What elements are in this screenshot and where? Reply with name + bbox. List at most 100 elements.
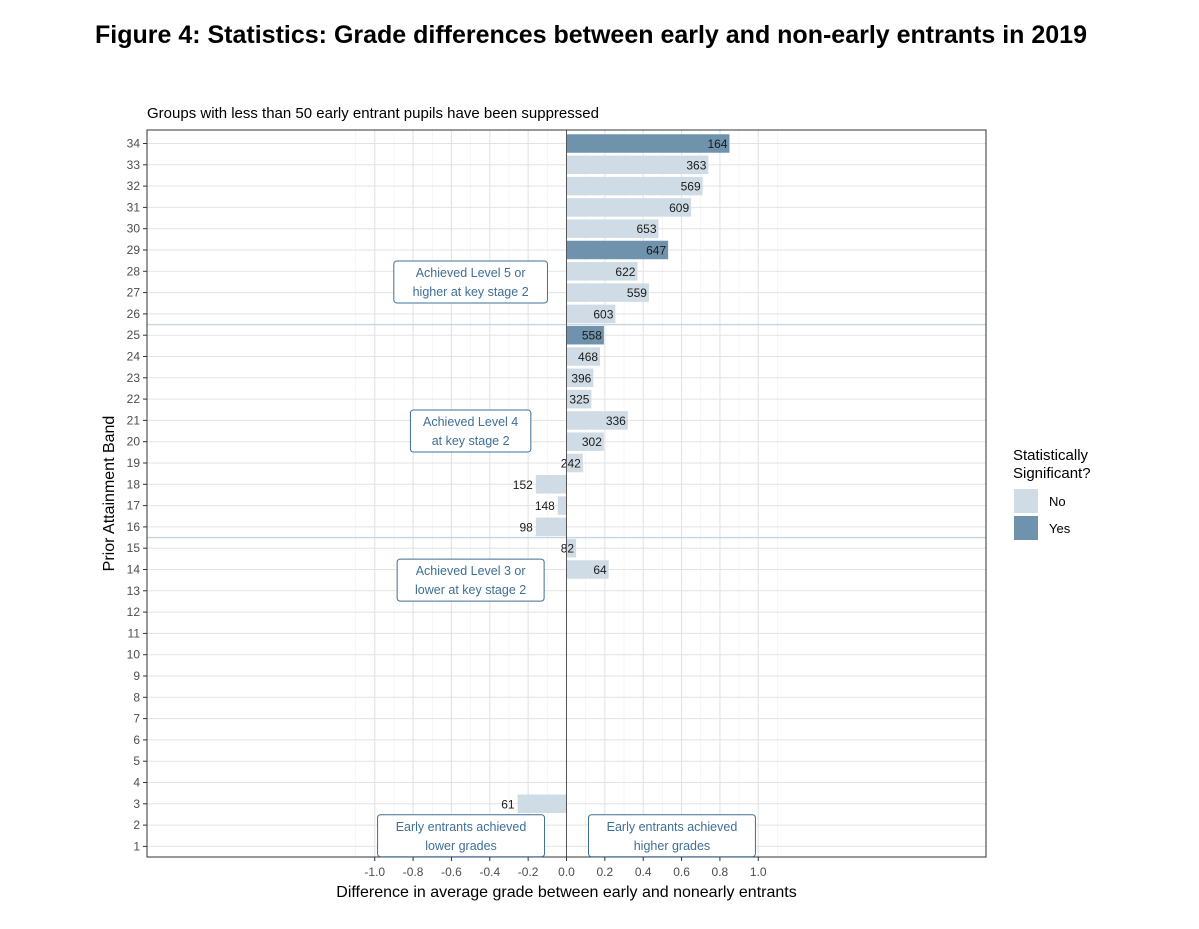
bar-band-31	[566, 198, 692, 217]
annotation-box-2	[409, 409, 532, 453]
y-tick-label: 11	[128, 626, 141, 640]
bar-band-28	[566, 262, 638, 281]
legend-swatch-yes	[1014, 516, 1038, 540]
x-tick-label: 0.0	[558, 865, 575, 879]
x-tick-label: 1.0	[750, 865, 767, 879]
bar-band-27	[566, 283, 649, 302]
y-tick-label: 18	[127, 477, 141, 491]
y-tick-label: 5	[133, 754, 140, 768]
bar-band-3	[517, 794, 567, 814]
annotation-text: at key stage 2	[432, 434, 510, 448]
annotation-text: higher grades	[634, 839, 710, 853]
bar-band-23	[566, 368, 594, 388]
x-tick-label: 0.8	[712, 865, 729, 879]
bar-band-17	[557, 496, 567, 515]
bar-label-band-32: 569	[681, 180, 701, 194]
bar-label-band-25: 558	[582, 329, 602, 343]
bar-label-band-3: 61	[501, 797, 515, 811]
bar-band-25	[566, 325, 604, 345]
x-axis-title: Difference in average grade between earl…	[336, 884, 796, 901]
y-tick-label: 23	[127, 371, 141, 385]
x-tick-label: -0.6	[441, 865, 462, 879]
y-tick-label: 6	[133, 733, 140, 747]
annotation-box-1	[393, 260, 548, 304]
bar-label-band-23: 396	[571, 371, 591, 385]
y-tick-label: 17	[127, 499, 141, 513]
bar-band-33	[566, 155, 709, 175]
bar-label-band-26: 603	[593, 307, 613, 321]
annotation-box-5	[587, 814, 756, 858]
annotation-text: Early entrants achieved	[607, 820, 738, 834]
y-tick-label: 21	[127, 413, 141, 427]
bar-band-21	[566, 411, 628, 430]
annotation-box-3	[396, 558, 545, 602]
y-tick-label: 16	[127, 520, 141, 534]
y-tick-label: 2	[133, 818, 140, 832]
x-tick-label: 0.4	[635, 865, 652, 879]
y-tick-label: 22	[127, 392, 141, 406]
bar-label-band-24: 468	[578, 350, 598, 364]
x-tick-label: 0.2	[597, 865, 614, 879]
bar-band-30	[566, 219, 659, 238]
annotation-box-4	[377, 814, 546, 858]
axes: -1.0 -0.8 -0.6 -0.4 -0.2 0.0 0.2 0.4 0.6 0.8 1.012…	[127, 137, 767, 880]
legend-label-no: No	[1049, 494, 1066, 509]
legend-swatch-no	[1014, 489, 1038, 513]
bar-label-band-20: 302	[582, 435, 602, 449]
y-tick-label: 31	[127, 200, 141, 214]
y-tick-label: 15	[127, 541, 141, 555]
bar-band-22	[566, 389, 592, 409]
annotation-text: Early entrants achieved	[396, 820, 527, 834]
bar-band-16	[535, 517, 567, 537]
bar-label-band-27: 559	[627, 286, 647, 300]
y-tick-label: 26	[127, 307, 141, 321]
bar-band-19	[566, 453, 583, 473]
y-tick-label: 9	[133, 669, 140, 683]
bar-band-18	[535, 475, 567, 494]
annotation-text: Achieved Level 4	[423, 415, 518, 429]
bar-band-14	[566, 560, 609, 579]
y-tick-label: 8	[133, 690, 140, 704]
y-tick-label: 29	[127, 243, 141, 257]
y-tick-label: 14	[127, 563, 141, 577]
bar-label-band-28: 622	[615, 265, 635, 279]
x-tick-label: -0.4	[479, 865, 500, 879]
bar-label-band-18: 152	[513, 478, 533, 492]
bar-label-band-33: 363	[686, 158, 706, 172]
bar-band-29	[566, 240, 669, 260]
bar-label-band-31: 609	[669, 201, 689, 215]
bar-label-band-15: 82	[561, 542, 575, 556]
y-tick-label: 3	[133, 797, 140, 811]
y-tick-label: 13	[127, 584, 141, 598]
y-tick-label: 10	[127, 648, 141, 662]
bar-label-band-29: 647	[646, 244, 666, 258]
y-tick-label: 27	[127, 286, 141, 300]
bar-label-band-19: 242	[561, 457, 581, 471]
y-axis-title: Prior Attainment Band	[101, 416, 118, 572]
y-tick-label: 12	[127, 605, 141, 619]
legend-title: Statistically	[1013, 447, 1089, 464]
y-tick-label: 25	[127, 328, 141, 342]
bar-label-band-30: 653	[637, 222, 657, 236]
annotation-text: lower grades	[425, 839, 497, 853]
bar-band-34	[566, 134, 730, 153]
y-tick-label: 4	[133, 776, 140, 790]
x-tick-label: -1.0	[364, 865, 385, 879]
x-tick-label: -0.8	[403, 865, 424, 879]
y-tick-label: 34	[127, 137, 141, 151]
x-tick-label: -0.2	[518, 865, 539, 879]
annotation-text: higher at key stage 2	[413, 285, 529, 299]
y-tick-label: 24	[127, 350, 141, 364]
bar-label-band-17: 148	[535, 499, 555, 513]
bar-band-15	[566, 538, 577, 558]
bar-label-band-16: 98	[519, 520, 533, 534]
bar-label-band-14: 64	[593, 563, 607, 577]
y-tick-label: 33	[127, 158, 141, 172]
y-tick-label: 30	[127, 222, 141, 236]
annotation-text: Achieved Level 3 or	[416, 564, 526, 578]
chart-subtitle: Groups with less than 50 early entrant p…	[147, 105, 599, 122]
annotation-text: lower at key stage 2	[415, 583, 526, 597]
